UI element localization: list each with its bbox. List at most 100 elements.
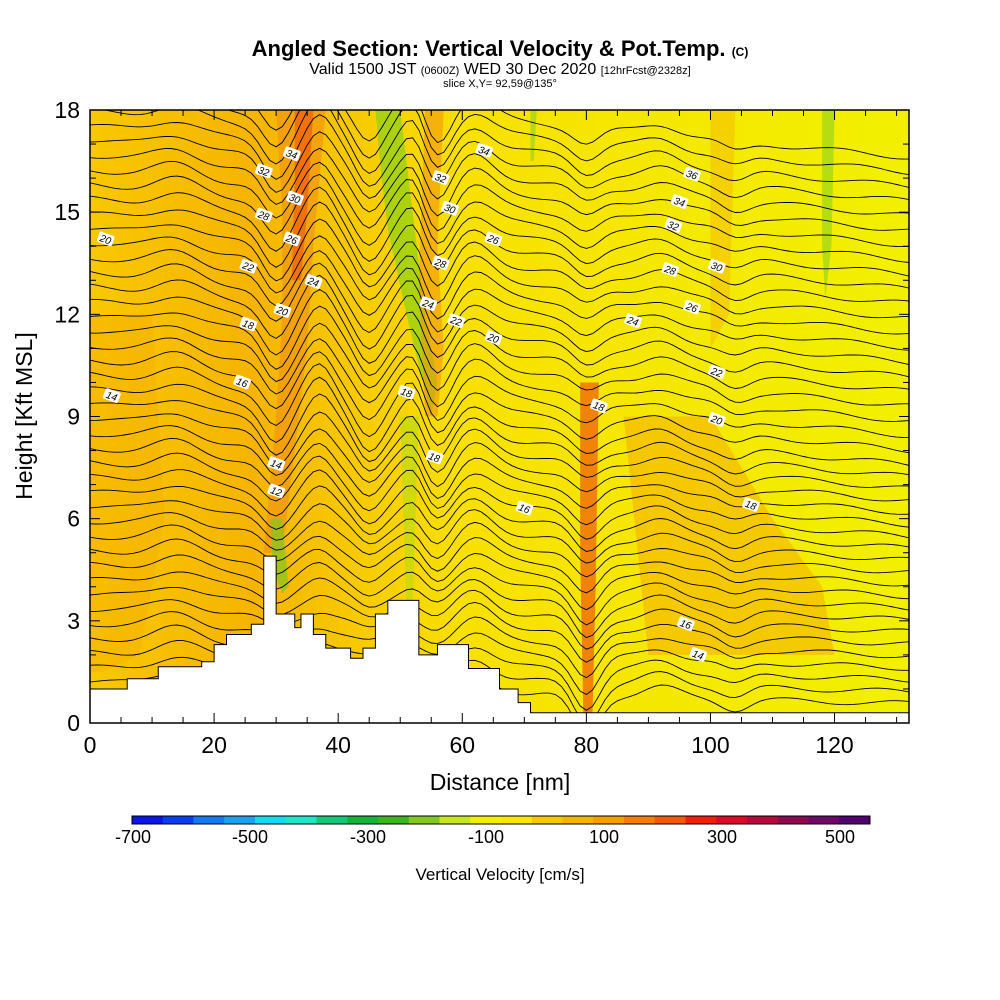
- isentrope-line: [90, 186, 909, 277]
- contour-label-text: 34: [284, 148, 299, 162]
- contour-label: 20: [484, 330, 503, 347]
- contour-label-bg: [425, 449, 444, 465]
- contour-label: 18: [590, 398, 608, 414]
- velocity-band: [623, 416, 835, 655]
- isentrope-line: [90, 274, 909, 365]
- colorbar-swatch: [501, 816, 533, 824]
- isentrope-line: [90, 363, 909, 454]
- contour-label-bg: [273, 303, 292, 318]
- contour-label: 16: [233, 374, 252, 391]
- contour-label-bg: [267, 456, 286, 472]
- isentrope-line: [90, 249, 909, 335]
- contour-label-bg: [683, 166, 701, 182]
- isentrope-line: [90, 485, 909, 552]
- y-tick-label: 12: [54, 301, 80, 327]
- colorbar-swatch: [593, 816, 625, 824]
- isentrope-line: [90, 554, 909, 626]
- contour-label-bg: [670, 194, 689, 209]
- contour-label: 26: [484, 231, 503, 248]
- contour-label-text: 34: [672, 196, 687, 210]
- contour-label: 20: [707, 412, 726, 428]
- contour-label-text: 22: [448, 315, 464, 330]
- isentrope-line: [90, 337, 909, 422]
- y-tick-label: 18: [54, 97, 80, 123]
- isentrope-line: [90, 538, 909, 611]
- contour-label-text: 14: [269, 458, 284, 472]
- isentrope-line: [90, 437, 909, 515]
- colorbar-frame: [131, 815, 871, 825]
- contour-label-text: 26: [485, 233, 501, 248]
- colorbar-swatch: [408, 816, 440, 824]
- x-tick-label: 0: [84, 732, 97, 758]
- colorbar-swatch: [255, 816, 287, 824]
- contour-label-bg: [397, 384, 416, 400]
- isentrope-line: [90, 611, 909, 679]
- contour-label: 34: [475, 143, 493, 159]
- isentrope-line: [90, 524, 909, 594]
- contour-label: 34: [670, 194, 689, 210]
- colorbar-swatch: [470, 816, 502, 824]
- isentrope-line: [90, 114, 909, 201]
- contour-label-bg: [431, 255, 450, 271]
- forecast-info: [12hrFcst@2328z]: [600, 65, 691, 77]
- colorbar-tick-label: 500: [825, 827, 855, 847]
- isentrope-line: [90, 500, 909, 564]
- contour-label-text: 18: [743, 499, 758, 513]
- contour-label-bg: [515, 500, 534, 516]
- contour-label-bg: [304, 274, 323, 289]
- contour-label-text: 26: [283, 233, 299, 248]
- x-tick-label: 60: [449, 732, 475, 758]
- velocity-band: [263, 110, 326, 553]
- contour-label-text: 22: [240, 260, 256, 275]
- contour-label-text: 16: [678, 618, 693, 632]
- isentrope-line: [90, 411, 909, 488]
- contour-label-bg: [676, 616, 695, 632]
- contour-label-text: 24: [420, 298, 436, 313]
- colorbar-swatch: [439, 816, 471, 824]
- slice-info: slice X,Y= 92,59@135°: [443, 78, 557, 90]
- contour-label-text: 28: [662, 264, 678, 279]
- contour-label-bg: [447, 313, 466, 329]
- y-tick-label: 9: [67, 404, 80, 430]
- contour-label: 16: [515, 500, 534, 517]
- isentrope-line: [226, 110, 909, 176]
- contour-label-bg: [282, 231, 301, 247]
- isentrope-line: [90, 322, 909, 406]
- colorbar-swatch: [716, 816, 748, 824]
- contour-label-text: 20: [708, 413, 724, 428]
- velocity-band: [90, 314, 165, 672]
- contour-label: 24: [624, 313, 642, 329]
- contour-label: 32: [255, 163, 273, 179]
- contour-label-bg: [441, 200, 459, 216]
- isentrope-line: [90, 201, 909, 289]
- contour-label-bg: [239, 316, 258, 332]
- contour-label: 32: [664, 217, 683, 234]
- colorbar-swatch: [777, 816, 809, 824]
- velocity-band: [710, 110, 736, 349]
- contour-label: 22: [239, 258, 258, 275]
- contour-label-text: 18: [399, 387, 414, 401]
- contour-label-text: 30: [287, 192, 302, 206]
- colorbar-tick-label: 100: [589, 827, 619, 847]
- isentrope-line: [90, 305, 909, 390]
- contour-label-text: 14: [691, 649, 706, 663]
- colorbar-swatch: [654, 816, 686, 824]
- contour-label: 18: [742, 497, 760, 513]
- velocity-band: [400, 416, 419, 604]
- contour-label-text: 20: [485, 332, 501, 347]
- contour-label-bg: [689, 647, 708, 662]
- colorbar-swatch: [347, 816, 379, 824]
- contour-label-text: 20: [97, 233, 113, 248]
- contour-label-bg: [282, 146, 301, 162]
- contour-label-bg: [255, 207, 273, 223]
- isentrope-line: [257, 110, 909, 160]
- contour-label-bg: [484, 330, 503, 346]
- contour-label-text: 30: [709, 261, 724, 275]
- x-tick-label: 100: [691, 732, 729, 758]
- contour-label-text: 12: [269, 485, 284, 499]
- contour-label-bg: [419, 296, 438, 311]
- isentrope-line: [90, 173, 909, 263]
- x-tick-label: 40: [325, 732, 351, 758]
- contour-label-text: 28: [255, 209, 271, 224]
- isentrope-line: [101, 110, 909, 188]
